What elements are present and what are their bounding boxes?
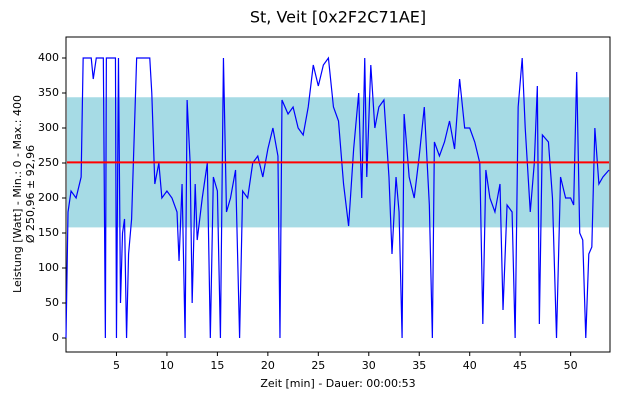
y-tick-label: 350: [38, 86, 59, 99]
x-tick-label: 50: [564, 359, 578, 372]
x-tick-label: 25: [311, 359, 325, 372]
y-tick-label: 250: [38, 156, 59, 169]
y-tick-label: 300: [38, 121, 59, 134]
x-tick-label: 10: [160, 359, 174, 372]
y-tick-label: 100: [38, 261, 59, 274]
x-tick-label: 20: [261, 359, 275, 372]
x-tick-label: 35: [412, 359, 426, 372]
y-axis-label: Leistung [Watt] - Min.: 0 - Max.: 400: [11, 95, 24, 293]
x-tick-label: 45: [513, 359, 527, 372]
x-tick-label: 40: [463, 359, 477, 372]
chart-title: St, Veit [0x2F2C71AE]: [250, 8, 426, 27]
y-tick-label: 200: [38, 191, 59, 204]
x-tick-label: 30: [362, 359, 376, 372]
y-axis-label: Ø 250,96 ± 92,96: [24, 145, 37, 243]
y-tick-label: 150: [38, 226, 59, 239]
y-tick-label: 0: [52, 331, 59, 344]
y-tick-label: 50: [45, 296, 59, 309]
x-axis-label: Zeit [min] - Dauer: 00:00:53: [260, 377, 415, 390]
y-tick-label: 400: [38, 51, 59, 64]
x-tick-label: 15: [210, 359, 224, 372]
data-line: [65, 56, 610, 339]
x-tick-label: 5: [113, 359, 120, 372]
